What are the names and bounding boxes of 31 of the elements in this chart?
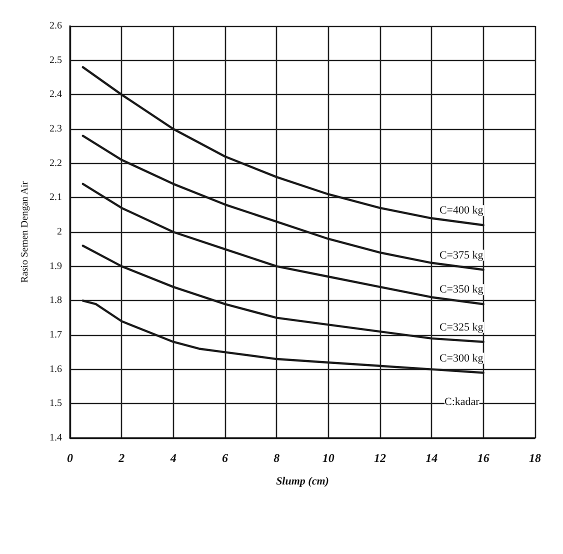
y-tick-label: 2.4 bbox=[50, 89, 62, 100]
y-tick-label: 2.5 bbox=[50, 54, 62, 66]
y-tick-label: 1.4 bbox=[50, 432, 62, 444]
y-tick-label: 1.6 bbox=[50, 364, 62, 375]
x-tick-label: 14 bbox=[426, 451, 438, 465]
series-label: C=350 kg bbox=[439, 284, 484, 296]
y-tick-label: 2.6 bbox=[50, 20, 62, 32]
x-tick-label: 12 bbox=[374, 451, 386, 465]
y-tick-label: 1.7 bbox=[50, 330, 62, 340]
y-tick-label: 1.9 bbox=[50, 260, 62, 272]
x-tick-label: 6 bbox=[222, 451, 228, 465]
x-tick-label: 0 bbox=[67, 451, 73, 465]
y-axis-title: Rasio Semen Dengan Air bbox=[20, 180, 30, 283]
x-axis-title: Slump (cm) bbox=[276, 476, 329, 488]
y-tick-label: 1.5 bbox=[50, 398, 62, 410]
series-label: C=400 kg bbox=[439, 204, 484, 217]
x-tick-label: 4 bbox=[169, 451, 176, 465]
series-label: C=300 kg bbox=[439, 352, 484, 364]
x-tick-label: 16 bbox=[477, 451, 490, 465]
y-tick-label: 2 bbox=[57, 226, 62, 238]
series-label: C=325 kg bbox=[439, 321, 484, 334]
x-tick-label: 18 bbox=[529, 451, 541, 465]
x-tick-label: 10 bbox=[322, 451, 334, 465]
legend-title: C:kadar bbox=[444, 396, 480, 408]
x-tick-label: 2 bbox=[118, 451, 125, 465]
y-tick-label: 2.3 bbox=[50, 124, 62, 134]
y-tick-label: 2.1 bbox=[50, 192, 62, 204]
x-tick-label: 8 bbox=[274, 451, 280, 465]
y-tick-label: 2.2 bbox=[50, 158, 62, 169]
y-tick-label: 1.8 bbox=[50, 295, 62, 306]
series-label: C=375 kg bbox=[439, 249, 484, 262]
